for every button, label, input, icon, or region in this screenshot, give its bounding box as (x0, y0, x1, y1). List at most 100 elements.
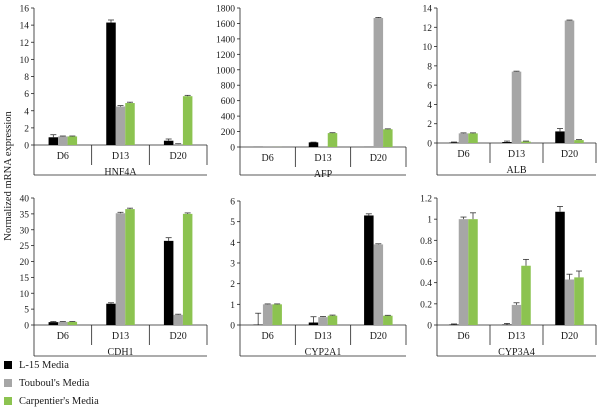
bar (67, 321, 78, 325)
bar (173, 314, 183, 325)
y-tick-label: 1 (230, 301, 235, 311)
bar (449, 324, 459, 325)
legend-swatch-l15 (4, 361, 12, 369)
y-tick-label: 10 (423, 43, 433, 53)
chart-panel-cyp3a4: 0 0.2 0.4 0.6 0.8 1 1.2 D6 D13 D20 CYP3A4 (420, 195, 597, 358)
y-tick-label: 1800 (216, 5, 235, 15)
y-tick-label: 14 (423, 5, 433, 15)
legend: L-15 Media Touboul's Media Carpentier's … (4, 356, 99, 410)
y-tick-label: 4 (230, 239, 235, 249)
x-tick-label: D6 (57, 151, 69, 162)
y-tick-label: 800 (221, 82, 236, 92)
bar (58, 321, 68, 325)
y-tick-label: 8 (24, 73, 29, 83)
y-tick-label: 6 (427, 82, 432, 92)
y-tick-label: 1400 (216, 35, 235, 45)
y-tick-label: 0 (427, 322, 432, 332)
chart-panel-cyp2a1: 0 1 2 3 4 5 6 D6 D13 D20 CYP2A1 (230, 198, 407, 358)
bar (318, 317, 328, 325)
bar (272, 304, 282, 325)
legend-label-carpentier: Carpentier's Media (19, 395, 99, 407)
gene-label: CYP3A4 (498, 347, 535, 358)
bar (555, 211, 565, 325)
x-tick-label: D13 (508, 331, 525, 342)
bar (574, 277, 584, 325)
legend-label-touboul: Touboul's Media (19, 377, 90, 389)
bar (308, 142, 319, 147)
y-tick-label: 0 (230, 144, 235, 154)
y-tick-label: 12 (423, 24, 433, 34)
y-tick-label: 0 (24, 322, 29, 332)
chart-panel-cdh1: 0 5 10 15 20 25 30 35 40 D6 D13 D20 CDH1 (20, 195, 208, 358)
y-tick-label: 25 (20, 242, 30, 252)
y-tick-label: 30 (20, 226, 30, 236)
legend-item-touboul: Touboul's Media (4, 374, 99, 392)
gene-label: AFP (314, 169, 333, 180)
y-tick-label: 0 (427, 140, 432, 150)
y-tick-label: 0.2 (420, 300, 432, 310)
x-tick-label: D6 (457, 331, 469, 342)
bar (574, 140, 584, 143)
bar (106, 303, 116, 325)
gene-label: ALB (507, 165, 527, 176)
bar (48, 322, 59, 325)
chart-panel-hnf4a: 0 2 4 6 8 10 12 14 16 D6 D13 D20 HNF4A (20, 5, 208, 178)
legend-item-l15: L-15 Media (4, 356, 99, 374)
x-tick-label: D20 (370, 331, 387, 342)
y-tick-label: 35 (20, 210, 30, 220)
bar (564, 279, 575, 325)
x-tick-label: D20 (170, 331, 187, 342)
bar (555, 131, 565, 143)
x-tick-label: D20 (170, 151, 187, 162)
y-tick-label: 10 (20, 290, 30, 300)
gene-label: CDH1 (107, 347, 133, 358)
y-tick-label: 0 (24, 142, 29, 152)
bar (125, 103, 135, 145)
y-tick-label: 200 (221, 128, 236, 138)
bar (458, 219, 469, 325)
y-tick-label: 12 (20, 39, 30, 49)
y-tick-label: 1600 (216, 20, 235, 30)
y-tick-label: 14 (20, 22, 30, 32)
y-tick-label: 40 (20, 195, 30, 205)
bar (308, 322, 319, 325)
y-tick-label: 0.8 (420, 237, 432, 247)
bar (502, 324, 512, 325)
bar (511, 71, 522, 143)
chart-panel-afp: 0 200 400 600 800 1000 1200 1400 1600 1800 D6 D13 D2… (216, 5, 407, 180)
x-tick-label: D13 (508, 149, 525, 160)
bar (458, 133, 469, 143)
bar (383, 315, 393, 325)
y-tick-label: 1200 (216, 51, 235, 61)
y-tick-label: 1 (427, 216, 432, 226)
bar (564, 20, 575, 144)
gene-label: CYP2A1 (305, 347, 342, 358)
bar (125, 209, 135, 325)
y-tick-label: 600 (221, 97, 236, 107)
gene-label: HNF4A (104, 167, 137, 178)
x-tick-label: D6 (457, 149, 469, 160)
bar (502, 142, 512, 143)
y-tick-label: 2 (230, 280, 235, 290)
y-tick-label: 5 (230, 218, 235, 228)
y-tick-label: 2 (24, 124, 29, 134)
y-tick-label: 8 (427, 62, 432, 72)
x-tick-label: D20 (561, 331, 578, 342)
x-tick-label: D20 (561, 149, 578, 160)
bar (173, 144, 183, 145)
y-tick-label: 1000 (216, 66, 235, 76)
x-tick-label: D6 (57, 331, 69, 342)
bar (106, 22, 116, 145)
x-tick-label: D13 (314, 331, 331, 342)
y-tick-label: 6 (230, 198, 235, 208)
bar (327, 133, 338, 147)
bar (373, 244, 384, 325)
legend-swatch-carpentier (4, 397, 12, 405)
bar (373, 18, 384, 147)
y-tick-label: 0.4 (420, 279, 432, 289)
bar (468, 133, 478, 143)
x-tick-label: D13 (112, 331, 129, 342)
bar (58, 136, 68, 145)
y-tick-label: 2 (427, 120, 432, 130)
